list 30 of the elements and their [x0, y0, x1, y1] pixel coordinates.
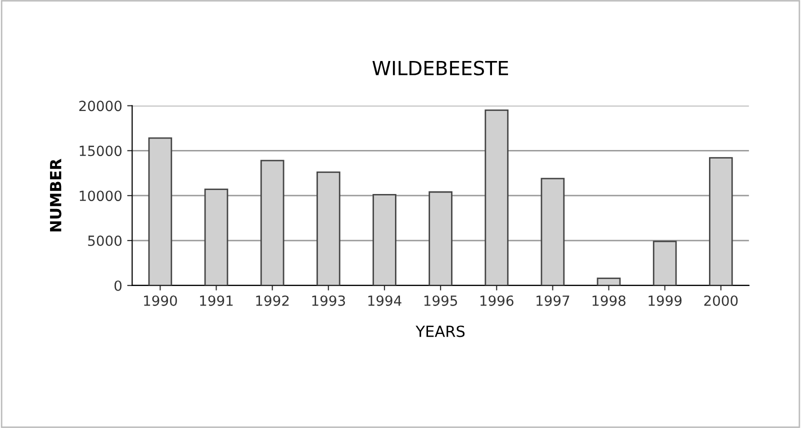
bar: [372, 194, 396, 286]
bar: [540, 178, 565, 286]
bar: [596, 278, 621, 286]
x-tick-label: 1991: [200, 295, 233, 306]
x-tick-label: 1995: [424, 295, 458, 306]
y-tick-label: 15000: [80, 146, 122, 156]
y-tick-label: 10000: [80, 190, 122, 202]
chart-title: WILDEBEESTE: [372, 60, 508, 76]
bar: [204, 188, 228, 286]
bar: [708, 157, 733, 286]
x-tick-label: 1994: [368, 295, 402, 306]
bar: [652, 240, 677, 286]
x-tick-label: 1999: [648, 295, 682, 306]
x-tick-label: 1997: [536, 295, 570, 306]
y-tick-label: 0: [114, 280, 122, 291]
x-tick-label: 2000: [704, 295, 738, 306]
bar: [428, 191, 452, 286]
x-tick-label: 1998: [592, 295, 626, 306]
y-tick-label: 20000: [79, 100, 122, 112]
y-axis-title: NUMBER: [50, 158, 62, 232]
bar: [260, 160, 284, 286]
x-axis-title: YEARS: [416, 326, 465, 338]
x-tick-label: 1993: [312, 295, 345, 306]
bar: [484, 110, 509, 286]
x-tick-label: 1992: [256, 295, 289, 306]
bar: [316, 172, 340, 286]
bar: [148, 137, 172, 286]
x-tick-label: 1996: [480, 295, 514, 306]
x-tick-label: 1990: [144, 295, 177, 306]
y-tick-label: 5000: [88, 236, 122, 246]
